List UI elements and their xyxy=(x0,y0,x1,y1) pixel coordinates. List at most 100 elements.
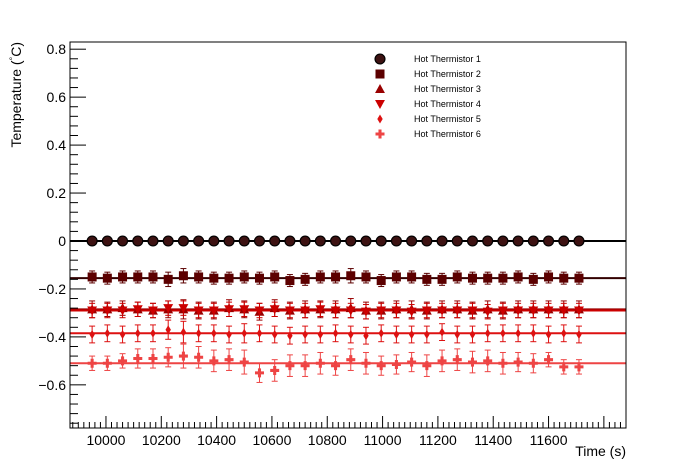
data-point xyxy=(436,235,448,247)
data-point xyxy=(361,358,371,368)
data-point xyxy=(497,235,509,247)
data-point xyxy=(376,306,387,316)
data-point xyxy=(527,235,539,247)
legend-marker xyxy=(375,99,385,109)
data-point xyxy=(513,272,523,282)
series-1 xyxy=(86,235,585,247)
data-point xyxy=(163,274,173,284)
data-point xyxy=(118,356,128,366)
data-point xyxy=(314,235,326,247)
data-point xyxy=(483,273,493,283)
legend-marker xyxy=(375,69,385,79)
data-point xyxy=(407,272,417,282)
data-point xyxy=(256,328,263,338)
data-point xyxy=(573,235,585,247)
data-point xyxy=(254,306,265,316)
legend: Hot Thermistor 1 Hot Thermistor 2 Hot Ther… xyxy=(374,53,481,139)
data-point xyxy=(87,358,97,368)
data-point xyxy=(178,271,188,281)
data-point xyxy=(133,353,143,363)
data-point xyxy=(406,307,417,317)
y-tick-label: −0.6 xyxy=(38,377,66,393)
data-point xyxy=(148,272,158,282)
data-point xyxy=(102,306,113,316)
data-point xyxy=(132,305,143,315)
data-point xyxy=(561,328,567,338)
data-point xyxy=(497,306,508,316)
data-point xyxy=(451,235,463,247)
data-point xyxy=(163,304,174,314)
legend-item-1: Hot Thermistor 1 xyxy=(374,53,481,65)
data-point xyxy=(390,235,402,247)
data-point xyxy=(209,273,219,283)
data-point xyxy=(133,272,143,282)
data-point xyxy=(513,306,524,316)
data-point xyxy=(528,358,538,368)
data-point xyxy=(226,329,232,339)
data-point xyxy=(530,328,537,338)
data-point xyxy=(299,235,311,247)
data-point xyxy=(285,361,295,371)
legend-marker xyxy=(374,53,386,65)
data-point xyxy=(284,306,295,316)
data-point xyxy=(406,235,418,247)
data-point xyxy=(302,329,308,339)
data-point xyxy=(239,272,249,282)
x-tick-label: 10000 xyxy=(86,432,125,448)
data-point xyxy=(469,329,476,339)
legend-label: Hot Thermistor 6 xyxy=(414,129,481,139)
data-point xyxy=(332,328,339,338)
data-point xyxy=(483,356,493,366)
data-point xyxy=(512,235,524,247)
data-point xyxy=(119,329,126,339)
data-point xyxy=(177,235,189,247)
data-point xyxy=(391,359,401,369)
data-point xyxy=(300,306,311,316)
legend-marker xyxy=(377,114,383,124)
data-point xyxy=(544,272,554,282)
x-axis-label: Time (s) xyxy=(575,443,626,459)
data-point xyxy=(102,358,112,368)
data-point xyxy=(422,274,432,284)
data-point xyxy=(574,273,584,283)
y-tick-label: 0.8 xyxy=(47,41,67,57)
data-point xyxy=(101,235,113,247)
data-point xyxy=(360,235,372,247)
data-point xyxy=(378,328,384,338)
data-point xyxy=(513,357,523,367)
legend-label: Hot Thermistor 3 xyxy=(414,84,481,94)
y-axis-label-main: Temperature ( xyxy=(8,60,24,147)
x-tick-label: 10600 xyxy=(252,432,291,448)
data-point xyxy=(452,272,462,282)
data-point xyxy=(330,306,341,316)
data-point xyxy=(331,272,341,282)
data-point xyxy=(437,306,447,316)
data-point xyxy=(559,362,569,372)
data-point xyxy=(466,235,479,247)
data-point xyxy=(391,272,401,282)
data-point xyxy=(224,273,234,283)
y-tick-label: −0.2 xyxy=(38,281,66,297)
data-point xyxy=(195,328,202,338)
data-point xyxy=(467,273,477,283)
data-point xyxy=(515,328,521,338)
x-tick-label: 11400 xyxy=(474,432,512,448)
data-point xyxy=(330,235,342,247)
y-tick-label: −0.4 xyxy=(38,329,66,345)
data-point xyxy=(576,329,582,339)
data-point xyxy=(574,306,584,316)
data-point xyxy=(528,274,538,284)
data-point xyxy=(132,235,144,247)
data-point xyxy=(454,329,460,339)
data-point xyxy=(285,276,295,286)
data-point xyxy=(439,327,445,337)
axes: 10000 10200 10400 10600 10800 11000 11200 11400… xyxy=(38,41,627,448)
data-point xyxy=(239,305,250,315)
data-point xyxy=(150,328,156,338)
data-point xyxy=(331,361,341,371)
data-point xyxy=(498,273,508,283)
data-point xyxy=(270,365,280,375)
data-point xyxy=(104,328,111,338)
data-point xyxy=(545,329,552,339)
data-point xyxy=(543,306,554,316)
